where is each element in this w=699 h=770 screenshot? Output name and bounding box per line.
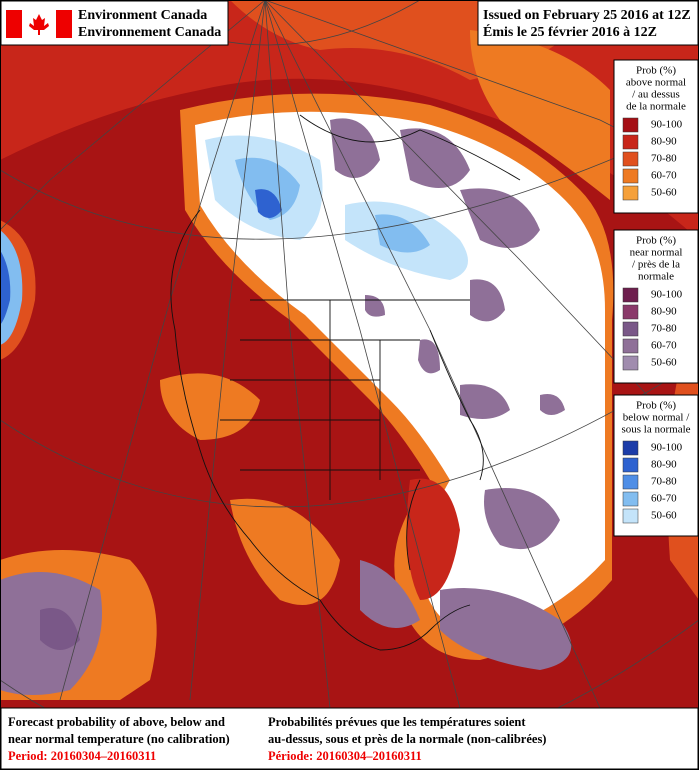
region-near [330, 118, 380, 178]
legend-item: 50-60 [651, 187, 677, 199]
legend-swatch [622, 168, 639, 184]
region-near [400, 128, 470, 188]
region-above [470, 30, 610, 200]
period-en: Period: 20160304–20160311 [8, 749, 156, 763]
legend-item: 70-80 [651, 323, 677, 335]
flag-band [6, 10, 22, 38]
issued-fr: Émis le 25 février 2016 à 12Z [483, 23, 657, 40]
legend-item: 90-100 [651, 289, 683, 301]
legend-title: / près de la [632, 259, 680, 271]
period-fr: Période: 20160304–20160311 [268, 749, 422, 763]
legend-title: / au dessus [632, 89, 680, 101]
legend-swatch [622, 355, 639, 371]
legend-item: 90-100 [651, 119, 683, 131]
footer: Forecast probability of above, below and… [0, 707, 699, 770]
agency-fr: Environnement Canada [78, 25, 221, 40]
legend-swatch [622, 474, 639, 490]
region-below [255, 189, 282, 219]
legend-item: 70-80 [651, 476, 677, 488]
legend-item: 50-60 [651, 357, 677, 369]
region-above [230, 498, 340, 605]
legend-swatch [622, 304, 639, 320]
region-near [470, 279, 505, 322]
flag-band [56, 10, 72, 38]
region-near [360, 560, 420, 628]
legend-item: 90-100 [651, 442, 683, 454]
region-near [440, 588, 572, 670]
legend-item: 60-70 [651, 493, 677, 505]
footer-box [0, 707, 699, 770]
region-near [418, 339, 440, 374]
issued-en: Issued on February 25 2016 at 12Z [483, 8, 691, 23]
region-near [484, 488, 560, 550]
desc-fr: au-dessus, sous et près de la normale (n… [268, 732, 546, 746]
legend-item: 70-80 [651, 153, 677, 165]
legend-item: 60-70 [651, 170, 677, 182]
region-below [235, 157, 300, 220]
region-near [540, 394, 565, 415]
legend-item: 60-70 [651, 340, 677, 352]
region-near [460, 188, 540, 248]
legend-title: Prob (%) [636, 235, 676, 247]
legend-swatch [622, 321, 639, 337]
header-right: Issued on February 25 2016 at 12Z Émis l… [477, 0, 699, 46]
legend-title: sous la normale [621, 424, 690, 436]
header-box [477, 0, 699, 46]
legend-title: normale [638, 271, 674, 283]
legend-item: 80-90 [651, 136, 677, 148]
legend-swatch [622, 151, 639, 167]
region-below [0, 250, 11, 325]
coastlines-borders [170, 114, 521, 651]
legend-title: Prob (%) [636, 65, 676, 77]
desc-en: Forecast probability of above, below and [8, 715, 225, 729]
maple-leaf [29, 14, 49, 35]
agency-en: Environment Canada [78, 8, 207, 23]
legend-title: above normal [626, 77, 686, 89]
legend-item: 80-90 [651, 306, 677, 318]
region-below [0, 230, 23, 345]
legend-swatch [622, 287, 639, 303]
legend-swatch [622, 134, 639, 150]
legend-swatch [622, 117, 639, 133]
region-above [160, 373, 260, 440]
legend-item: 50-60 [651, 510, 677, 522]
legend-title: near normal [630, 247, 683, 259]
header-left: Environment Canada Environnement Canada [0, 0, 229, 46]
region-below [375, 214, 430, 253]
region-near [460, 384, 510, 419]
legend-swatch [622, 508, 639, 524]
legend-swatch [622, 491, 639, 507]
legend-swatch [622, 338, 639, 354]
desc-en: near normal temperature (no calibration) [8, 732, 230, 746]
legend-swatch [622, 185, 639, 201]
region-above [406, 478, 460, 600]
legend-title: Prob (%) [636, 400, 676, 412]
legend-swatch [622, 457, 639, 473]
legend-title: below normal / [623, 412, 691, 424]
region-near [40, 608, 80, 650]
desc-fr: Probabilités prévues que les température… [268, 715, 526, 729]
legend-item: 80-90 [651, 459, 677, 471]
legend-swatch [622, 440, 639, 456]
legend-title: de la normale [626, 101, 686, 113]
